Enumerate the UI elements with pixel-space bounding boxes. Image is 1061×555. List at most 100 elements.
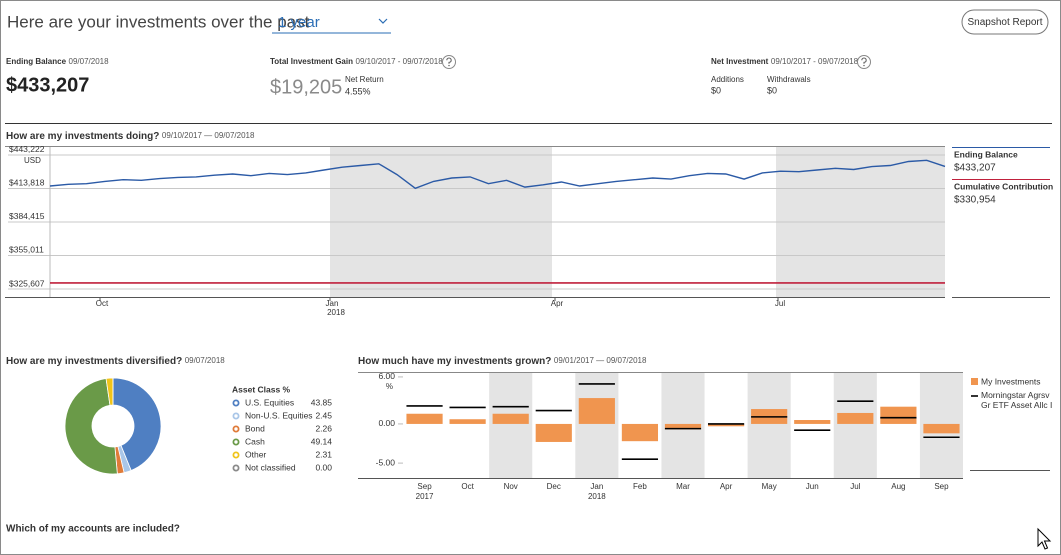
net-investment-heading: Net Investment 09/10/2017 - 09/07/2018 [711, 56, 859, 66]
legend-label: Non-U.S. Equities [245, 410, 313, 420]
bar [794, 420, 831, 424]
chart-title: How much have my investments grown? [358, 356, 551, 367]
period-shade [833, 373, 877, 478]
charts: $443,222 USD $413,818 $384,415 $355,011 $325,… [5, 144, 1053, 501]
bar [535, 423, 572, 442]
x-tick-label: May [762, 482, 777, 491]
pie-slice [64, 378, 118, 475]
legend-value: $433,207 [954, 163, 996, 174]
x-tick-label: Jul [775, 299, 785, 308]
pie-slice [112, 377, 162, 471]
y-tick-label: 0.00 [378, 418, 395, 428]
x-tick-label: Oct [96, 299, 109, 308]
x-tick-label: Aug [891, 482, 905, 491]
chart-title: How are my investments diversified? [6, 356, 182, 367]
legend-label: Cash [245, 436, 265, 446]
help-dot [448, 64, 450, 67]
period-value[interactable]: 1 year [278, 14, 320, 31]
x-tick-year: 2018 [588, 492, 606, 501]
x-tick-label: Jun [806, 482, 819, 491]
legend-label: U.S. Equities [245, 397, 294, 407]
x-tick-label: Dec [547, 482, 561, 491]
legend-value: 0.00 [315, 462, 332, 472]
legend-marker [232, 399, 240, 407]
y-unit: USD [24, 156, 41, 165]
period-shade [747, 373, 791, 478]
chart-subtitle: 09/01/2017 — 09/07/2018 [554, 356, 647, 365]
x-tick-label: Jan [326, 299, 339, 308]
legend-value: 2.31 [315, 449, 332, 459]
mouse-cursor [1037, 527, 1052, 550]
legend-marker [232, 464, 240, 472]
legend-marker [232, 438, 240, 446]
chart-subtitle: 09/07/2018 [185, 356, 226, 365]
legend-marker [232, 412, 240, 420]
period-select[interactable]: 1 year [272, 14, 391, 34]
x-tick-label: Nov [504, 482, 518, 491]
gain-heading: Total Investment Gain 09/10/2017 - 09/07… [270, 56, 443, 66]
bar [664, 423, 702, 430]
net-return-label: Net Return [345, 75, 384, 84]
net-return-value: 4.55% [345, 86, 371, 96]
label: Total Investment Gain [270, 57, 353, 66]
pie-chart-heading: How are my investments diversified? 09/0… [6, 355, 225, 366]
dates: 09/10/2017 - 09/07/2018 [771, 57, 859, 66]
legend-value: 43.85 [311, 397, 333, 407]
bar-chart-heading: How much have my investments grown? 09/0… [358, 355, 647, 366]
help-icon[interactable] [857, 55, 871, 69]
button-label[interactable]: Snapshot Report [967, 17, 1042, 28]
bar [449, 419, 486, 424]
accounts-heading[interactable]: Which of my accounts are included? [6, 524, 180, 535]
label: Ending Balance [6, 57, 67, 66]
x-tick-label: Sep [934, 482, 949, 491]
legend-label-box: Morningstar Agrsv Gr ETF Asset Allc I [981, 390, 1052, 410]
period-shade [575, 373, 619, 478]
x-tick-label: Mar [676, 482, 690, 491]
legend-value: 2.45 [315, 410, 332, 420]
ending-balance-value: $433,207 [6, 74, 89, 96]
y-tick-label: $413,818 [9, 178, 45, 188]
y-tick-label: $325,607 [9, 278, 45, 288]
button-outline[interactable] [961, 9, 1049, 35]
snapshot-button[interactable]: Snapshot Report [961, 9, 1049, 35]
legend-value: 2.26 [315, 423, 332, 433]
chart-subtitle: 09/10/2017 — 09/07/2018 [162, 131, 255, 140]
legend-label: Other [245, 449, 266, 459]
x-tick-label: Oct [461, 482, 474, 491]
chart-title: How are my investments doing? [6, 131, 159, 142]
x-tick-label: Feb [633, 482, 647, 491]
legend-label: Bond [245, 423, 265, 433]
bar [837, 412, 874, 424]
help-glyph [861, 57, 867, 64]
legend-swatch [971, 378, 978, 385]
bar [492, 413, 529, 424]
withdrawals-label: Withdrawals [767, 75, 811, 84]
x-tick-label: Apr [551, 299, 564, 308]
legend-title: Asset Class % [232, 384, 291, 394]
legend-value: 49.14 [311, 436, 333, 446]
help-icon[interactable] [442, 55, 456, 69]
x-tick-year: 2017 [416, 492, 434, 501]
additions-value: $0 [711, 85, 721, 95]
legend-marker [232, 425, 240, 433]
x-tick-year: 2018 [327, 308, 345, 317]
label: Net Investment [711, 57, 769, 66]
help-glyph [446, 57, 452, 64]
legend-label: Cumulative Contribution [954, 181, 1053, 191]
bar [880, 406, 917, 424]
legend-label: Not classified [245, 462, 296, 472]
select-chevron [378, 18, 388, 24]
x-tick-label: Apr [720, 482, 733, 491]
legend-marker [232, 451, 240, 459]
line-chart-heading: How are my investments doing? 09/10/2017… [6, 130, 255, 141]
bar [923, 423, 960, 434]
bar [707, 423, 745, 427]
y-unit: % [386, 382, 393, 391]
x-tick-label: Jul [850, 482, 860, 491]
y-tick-label: $355,011 [9, 245, 44, 255]
x-tick-label: Sep [417, 482, 432, 491]
series-line [49, 159, 946, 190]
